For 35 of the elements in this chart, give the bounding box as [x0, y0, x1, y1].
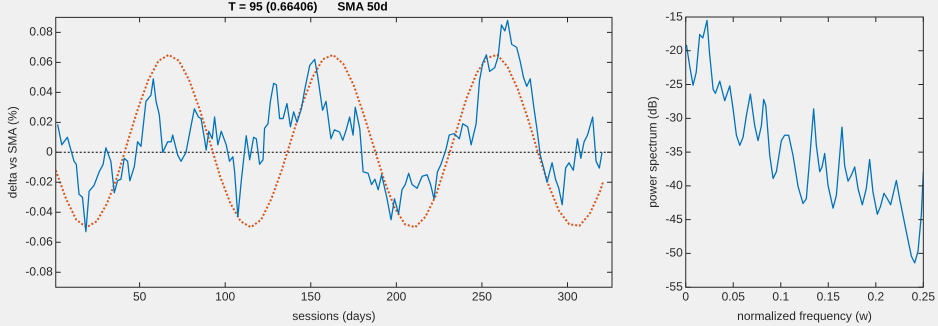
y-tick-label: -0.06: [25, 234, 54, 249]
y-axis-title: power spectrum (dB): [646, 96, 660, 208]
x-tick-label: 0.15: [816, 290, 840, 304]
line-series: [56, 54, 604, 228]
y-tick-label: -35: [665, 144, 684, 158]
x-tick-label: 0.1: [772, 290, 790, 304]
y-axis-title: delta vs SMA (%): [6, 106, 20, 198]
x-tick-label: 0.2: [867, 290, 884, 304]
x-axis-title: normalized frequency (w): [737, 309, 872, 324]
y-tick-label: -45: [665, 212, 684, 226]
y-tick-label: -50: [665, 246, 684, 260]
x-tick-label: 250: [472, 290, 492, 304]
x-axis-title: sessions (days): [292, 309, 376, 324]
y-tick-label: 0.02: [29, 114, 54, 129]
y-tick-label: 0.06: [29, 54, 54, 69]
y-tick-label: 0.04: [29, 84, 54, 99]
y-tick-label: -30: [665, 110, 684, 125]
y-tick-label: -55: [665, 280, 684, 294]
y-tick-label: -25: [665, 76, 684, 91]
y-tick-label: 0.08: [29, 24, 54, 39]
x-tick-label: 200: [386, 290, 407, 304]
x-tick-label: 0.05: [722, 290, 746, 304]
y-tick-label: -0.02: [25, 174, 54, 189]
chart-title: T = 95 (0.66406) SMA 50d: [228, 0, 388, 14]
y-tick-label: -0.04: [25, 204, 54, 219]
y-tick-label: -40: [665, 178, 684, 192]
y-tick-label: -20: [665, 43, 684, 58]
y-tick-label: -15: [665, 9, 684, 24]
y-tick-label: 0: [46, 144, 54, 159]
y-tick-label: -0.08: [25, 264, 54, 279]
x-tick-label: 300: [557, 290, 578, 304]
x-tick-label: 50: [132, 290, 147, 304]
x-tick-label: 0.25: [912, 290, 936, 304]
x-tick-label: 150: [300, 290, 322, 304]
x-tick-label: 100: [215, 290, 236, 304]
